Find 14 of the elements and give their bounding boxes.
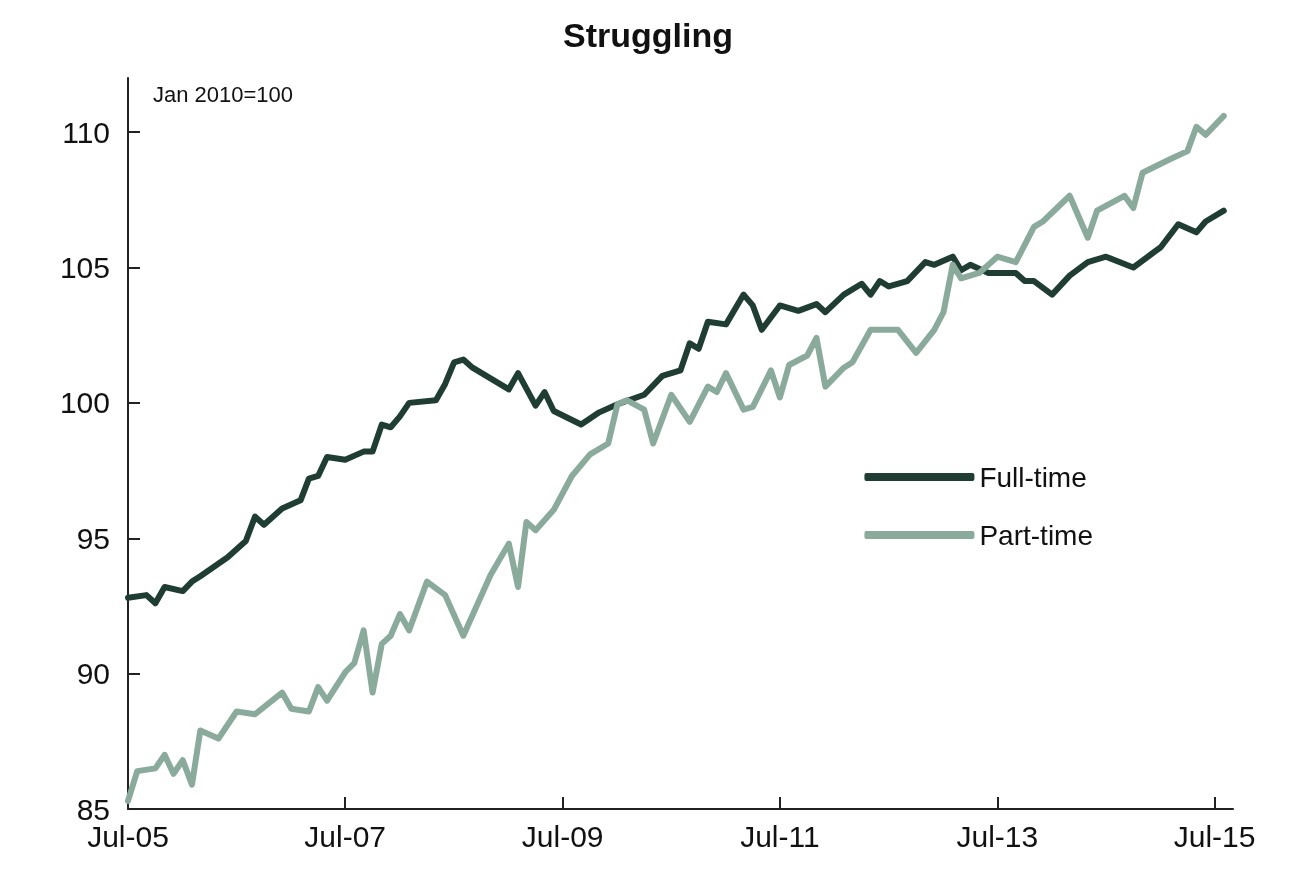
- x-tick-label: Jul-07: [304, 819, 387, 853]
- y-tick-label: 95: [76, 521, 110, 555]
- annotation: Jan 2010=100: [153, 81, 294, 107]
- x-tick-label: Jul-15: [1173, 819, 1256, 853]
- y-tick-label: 105: [59, 251, 110, 285]
- x-tick-label: Jul-11: [740, 819, 820, 853]
- y-tick-label: 100: [59, 386, 110, 420]
- x-tick-label: Jul-09: [521, 819, 604, 853]
- chart-title: Struggling: [563, 16, 733, 54]
- legend-label: Part-time: [979, 519, 1094, 551]
- legend-label: Full-time: [979, 461, 1087, 493]
- y-tick-label: 110: [62, 115, 110, 149]
- x-tick-label: Jul-13: [956, 819, 1039, 853]
- y-tick-label: 90: [76, 657, 110, 691]
